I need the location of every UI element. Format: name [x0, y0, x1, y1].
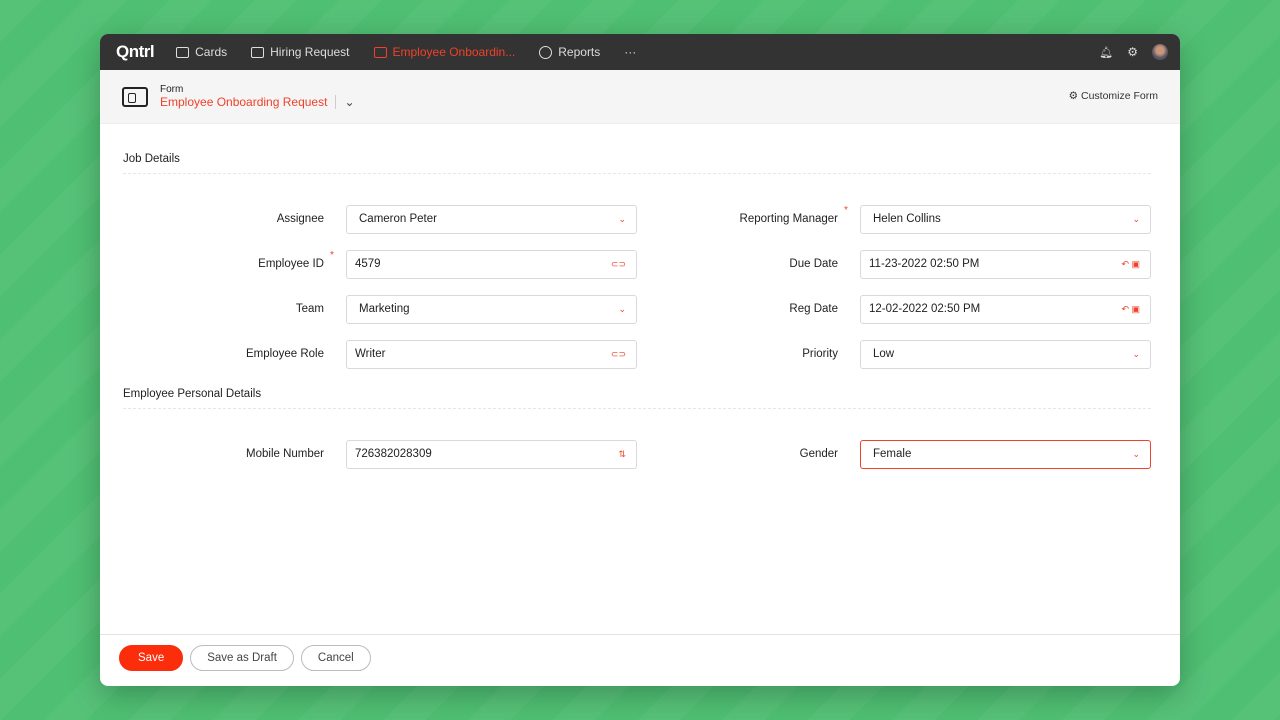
- form-selector[interactable]: Employee Onboarding Request ⌄: [160, 95, 355, 109]
- chevron-down-icon: ⌄: [1132, 349, 1140, 359]
- reset-calendar-icon[interactable]: ↶ ▣: [1121, 259, 1140, 269]
- employee-id-input[interactable]: 4579 ⊂⊃: [346, 250, 637, 279]
- team-select[interactable]: Marketing ⌄: [346, 295, 637, 324]
- value: Cameron Peter: [359, 213, 437, 225]
- chevron-down-icon: ⌄: [1132, 449, 1140, 459]
- priority-label: Priority: [802, 348, 838, 360]
- cancel-button[interactable]: Cancel: [300, 645, 371, 671]
- cards-icon: [176, 46, 190, 58]
- reports-icon: [539, 45, 553, 59]
- tab-hiring-request[interactable]: Hiring Request: [251, 45, 350, 59]
- tab-label: Cards: [195, 45, 228, 59]
- value: Female: [873, 448, 912, 460]
- logo[interactable]: Qntrl: [116, 42, 155, 61]
- more-tabs-button[interactable]: ···: [624, 45, 637, 59]
- section-personal-details: Employee Personal Details: [123, 388, 1151, 409]
- tag-icon: ⊂⊃: [610, 259, 626, 269]
- gender-select[interactable]: Female ⌄: [860, 440, 1151, 469]
- form-header: Form Employee Onboarding Request ⌄ ⚙ Cust…: [100, 70, 1180, 124]
- top-nav: Qntrl Cards Hiring Request Employee Onbo…: [100, 34, 1180, 70]
- employee-role-input[interactable]: Writer ⊂⊃: [346, 340, 637, 369]
- gender-label: Gender: [799, 448, 838, 460]
- form-label: Form: [160, 84, 184, 95]
- reporting-manager-select[interactable]: Helen Collins ⌄: [860, 205, 1151, 234]
- form-footer: Save Save as Draft Cancel: [100, 634, 1180, 686]
- chevron-down-icon: ⌄: [1132, 214, 1140, 224]
- mobile-number-label: Mobile Number: [246, 448, 324, 460]
- reset-calendar-icon[interactable]: ↶ ▣: [1121, 304, 1140, 314]
- tab-cards[interactable]: Cards: [176, 45, 227, 59]
- value: Writer: [355, 348, 386, 360]
- avatar[interactable]: [1152, 44, 1168, 60]
- form-icon: [373, 46, 387, 58]
- customize-form-button[interactable]: ⚙ Customize Form: [1069, 90, 1158, 102]
- due-date-input[interactable]: 11-23-2022 02:50 PM ↶ ▣: [860, 250, 1151, 279]
- chevron-down-icon: ⌄: [618, 304, 626, 314]
- value: 4579: [355, 258, 381, 270]
- save-button[interactable]: Save: [119, 645, 184, 671]
- due-date-label: Due Date: [789, 258, 838, 270]
- tab-reports[interactable]: Reports: [539, 45, 600, 59]
- value: 12-02-2022 02:50 PM: [869, 303, 981, 315]
- value: 726382028309: [355, 448, 432, 460]
- bell-icon[interactable]: 🔔︎: [1099, 46, 1114, 59]
- assignee-label: Assignee: [276, 213, 324, 225]
- team-label: Team: [295, 303, 324, 315]
- form-icon: [122, 86, 148, 107]
- reg-date-input[interactable]: 12-02-2022 02:50 PM ↶ ▣: [860, 295, 1151, 324]
- chevron-down-icon: ⌄: [618, 214, 626, 224]
- form-title: Employee Onboarding Request: [160, 95, 328, 109]
- save-as-draft-button[interactable]: Save as Draft: [190, 645, 294, 671]
- gear-icon: ⚙: [1068, 90, 1079, 102]
- reg-date-label: Reg Date: [789, 303, 838, 315]
- tab-label: Reports: [558, 45, 601, 59]
- tab-label: Employee Onboardin...: [392, 45, 516, 59]
- section-job-details: Job Details: [123, 153, 1151, 174]
- chevron-down-icon[interactable]: ⌄: [344, 95, 355, 109]
- value: Low: [873, 348, 895, 360]
- employee-id-label: Employee ID: [258, 258, 324, 270]
- gear-icon[interactable]: ⚙: [1127, 45, 1138, 59]
- required-marker: *: [330, 250, 334, 261]
- value: 11-23-2022 02:50 PM: [869, 258, 980, 270]
- mobile-number-input[interactable]: 726382028309 ⇅: [346, 440, 637, 469]
- assignee-select[interactable]: Cameron Peter ⌄: [346, 205, 637, 234]
- priority-select[interactable]: Low ⌄: [860, 340, 1151, 369]
- reporting-manager-label: Reporting Manager: [739, 213, 838, 225]
- value: Helen Collins: [873, 213, 941, 225]
- tab-label: Hiring Request: [270, 45, 350, 59]
- required-marker: *: [844, 205, 848, 216]
- number-icon: ⇅: [618, 449, 626, 459]
- customize-label: Customize Form: [1080, 90, 1158, 102]
- tab-employee-onboarding[interactable]: Employee Onboardin...: [373, 45, 516, 59]
- value: Marketing: [359, 303, 410, 315]
- tag-icon: ⊂⊃: [610, 349, 626, 359]
- form-icon: [251, 46, 265, 58]
- employee-role-label: Employee Role: [246, 348, 324, 360]
- app-window: Qntrl Cards Hiring Request Employee Onbo…: [100, 34, 1180, 686]
